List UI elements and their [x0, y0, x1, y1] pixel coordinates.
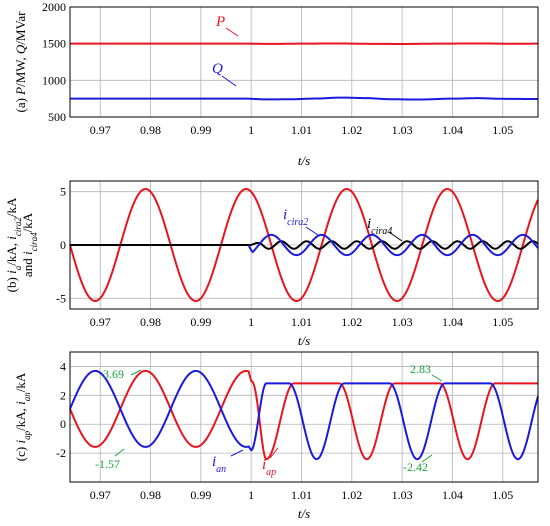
annotation-pointer [431, 374, 443, 382]
x-axis-label-b: t/s [298, 333, 310, 348]
y-axis-label-b-line1: (b) ia/kA, icira2/kA [4, 197, 23, 292]
x-tick-label: 0.97 [90, 123, 111, 137]
x-tick-label: 0.97 [90, 315, 111, 329]
ticks-a: 0.97 0.98 0.99 1 1.01 1.02 1.03 1.04 1.05 500 1000… [42, 0, 513, 137]
x-tick-label: 1 [248, 315, 254, 329]
y-tick-label: 4 [60, 359, 66, 373]
frame-a [69, 6, 539, 118]
y-axis-label-b-line2: and icira4/kA [20, 212, 39, 277]
annotation-value: -1.57 [95, 457, 120, 471]
x-tick-label: 1.05 [492, 123, 513, 137]
x-tick-label: 0.98 [140, 315, 161, 329]
annotation-value: 3.69 [103, 367, 124, 381]
y-tick-label: -2 [56, 446, 66, 460]
panel-a: 0.97 0.98 0.99 1 1.01 1.02 1.03 1.04 1.05 500 1000… [13, 0, 539, 168]
annotations-c: 3.69 -1.57 2.83 -2.42 [95, 362, 443, 474]
y-tick-label: 500 [48, 110, 66, 124]
series-line-i_a [69, 187, 539, 303]
x-tick-label: 1.03 [392, 315, 413, 329]
label-i-an: ian [212, 454, 226, 475]
x-tick-label: 0.99 [190, 315, 211, 329]
series-line-i_an [69, 369, 539, 461]
label-P-pointer [225, 27, 239, 37]
x-tick-label: 1 [248, 123, 254, 137]
x-tick-label: 0.97 [90, 488, 111, 502]
y-tick-label: 0 [60, 417, 66, 431]
x-tick-label: 0.98 [140, 488, 161, 502]
series-b [69, 187, 539, 303]
x-tick-label: 0.99 [190, 123, 211, 137]
y-tick-label: 5 [60, 185, 66, 199]
x-tick-label: 1.01 [291, 315, 312, 329]
x-tick-label: 1.05 [492, 315, 513, 329]
x-tick-label: 1.01 [291, 123, 312, 137]
x-tick-label: 0.99 [190, 488, 211, 502]
series-labels-a: PQ [212, 14, 239, 87]
series-line-Q [70, 96, 538, 101]
x-tick-label: 1.03 [392, 123, 413, 137]
series-line-P [70, 42, 538, 45]
panel-b: 0.97 0.98 0.99 1 1.01 1.02 1.03 1.04 1.05 -5 0 5 ic… [4, 180, 539, 348]
annotation-pointer [421, 454, 433, 463]
label-Q-pointer [221, 75, 237, 87]
y-axis-label-a: (a) P/MW, Q/MVar [13, 11, 28, 113]
label-i-cira4: icira4 [367, 216, 392, 237]
x-tick-label: 1.02 [341, 488, 362, 502]
series-line-i_ap [69, 369, 538, 461]
ticks-c: 0.97 0.98 0.99 1 1.01 1.02 1.03 1.04 1.05 -2 0 2 4 [56, 359, 513, 502]
annotation-pointer [130, 369, 142, 376]
x-tick-label: 1.04 [442, 123, 463, 137]
x-tick-label: 1.05 [492, 488, 513, 502]
annotation-value: 2.83 [410, 362, 431, 376]
x-tick-label: 1.04 [442, 488, 463, 502]
plot-area-a [70, 7, 538, 117]
label-pointer [230, 449, 244, 457]
frame-b [69, 180, 539, 310]
x-tick-label: 0.98 [140, 123, 161, 137]
panel-c: 0.97 0.98 0.99 1 1.01 1.02 1.03 1.04 1.05 -2 0 2 4 i… [13, 351, 539, 521]
y-axis-label-c: (c) iap/kA, ian/kA [13, 372, 32, 461]
plot-area-c [70, 352, 538, 482]
series-line-i_cira4 [70, 240, 539, 250]
label-i-ap: iap [262, 457, 276, 478]
y-tick-label: -5 [56, 291, 66, 305]
x-axis-label-a: t/s [298, 153, 310, 168]
y-tick-label: 2000 [42, 0, 66, 14]
x-tick-label: 1.02 [341, 315, 362, 329]
label-i-cira2: icira2 [283, 207, 308, 228]
x-tick-label: 1.04 [442, 315, 463, 329]
x-tick-label: 1 [248, 488, 254, 502]
label-Q: Q [212, 61, 223, 77]
series-line-i_cira2 [247, 233, 539, 257]
label-i-cira2-pointer [305, 226, 319, 236]
annotation-pointer [114, 448, 125, 457]
label-pointer [269, 447, 279, 459]
x-tick-label: 1.01 [291, 488, 312, 502]
y-tick-label: 1000 [42, 73, 66, 87]
ticks-b: 0.97 0.98 0.99 1 1.01 1.02 1.03 1.04 1.05 -5 0 5 [56, 185, 513, 329]
series-a [70, 42, 538, 101]
series-c [69, 369, 539, 461]
x-axis-label-c: t/s [298, 506, 310, 521]
x-tick-label: 1.03 [392, 488, 413, 502]
x-tick-label: 1.02 [341, 123, 362, 137]
series-labels-b: icira2 icira4 [283, 207, 403, 242]
y-tick-label: 0 [60, 238, 66, 252]
y-tick-label: 2 [60, 388, 66, 402]
label-P: P [215, 14, 225, 30]
label-i-cira4-pointer [388, 231, 403, 242]
frame-c [69, 351, 539, 483]
annotation-value: -2.42 [403, 460, 428, 474]
y-tick-label: 1500 [42, 37, 66, 51]
series-labels-c: ian iap [212, 447, 279, 478]
